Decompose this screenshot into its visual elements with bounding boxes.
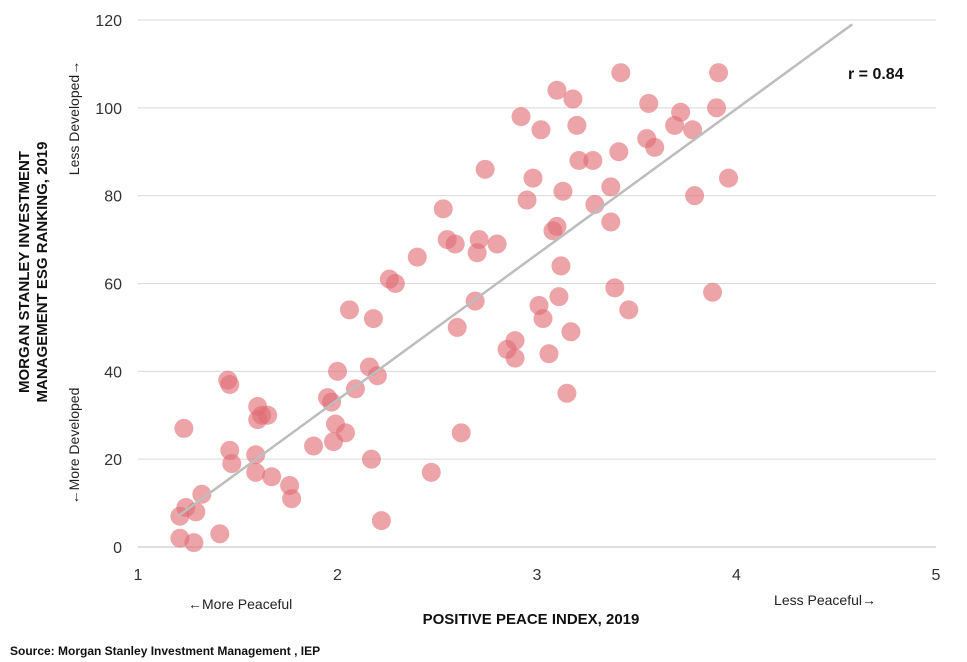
y-axis-bottom-label: ←More Developed bbox=[66, 388, 82, 505]
data-point bbox=[683, 120, 703, 140]
data-point bbox=[549, 287, 569, 307]
data-point bbox=[671, 102, 691, 122]
y-tick-labels: 0 20 40 60 80 100 120 bbox=[95, 13, 122, 557]
data-point bbox=[282, 489, 302, 509]
data-point bbox=[371, 511, 391, 531]
x-axis-right-label: Less Peaceful→ bbox=[774, 592, 876, 608]
data-point bbox=[609, 142, 629, 162]
data-point bbox=[601, 177, 621, 197]
data-point bbox=[709, 63, 729, 83]
data-point bbox=[639, 93, 659, 113]
data-point bbox=[611, 63, 631, 83]
data-point bbox=[222, 454, 242, 474]
y-tick-label: 20 bbox=[104, 452, 122, 469]
data-point bbox=[707, 98, 727, 118]
data-point bbox=[561, 322, 581, 342]
y-tick-label: 120 bbox=[95, 13, 122, 30]
data-point bbox=[335, 423, 355, 443]
trendline bbox=[177, 23, 853, 518]
data-point bbox=[563, 89, 583, 109]
data-point bbox=[557, 383, 577, 403]
y-tick-label: 0 bbox=[113, 540, 122, 557]
data-point bbox=[547, 216, 567, 236]
data-point bbox=[505, 348, 525, 368]
data-point bbox=[567, 115, 587, 135]
y-tick-label: 60 bbox=[104, 277, 122, 294]
data-point bbox=[487, 234, 507, 254]
data-point bbox=[451, 423, 471, 443]
r-annotation: r = 0.84 bbox=[848, 66, 904, 83]
data-point bbox=[517, 190, 537, 210]
data-point bbox=[685, 186, 705, 206]
data-point bbox=[645, 137, 665, 157]
data-point bbox=[469, 230, 489, 250]
data-point bbox=[210, 524, 230, 544]
data-point bbox=[605, 278, 625, 298]
x-tick-labels: 1 2 3 4 5 bbox=[134, 567, 941, 584]
data-point bbox=[407, 247, 427, 267]
data-point bbox=[445, 234, 465, 254]
y-axis-title-line2: MANAGEMENT ESG RANKING, 2019 bbox=[34, 142, 51, 403]
data-point bbox=[421, 462, 441, 482]
data-point bbox=[246, 462, 266, 482]
data-point bbox=[184, 533, 204, 553]
data-point bbox=[258, 405, 278, 425]
data-point bbox=[246, 445, 266, 465]
y-axis-top-label: Less Developed→ bbox=[66, 61, 82, 175]
data-point bbox=[619, 300, 639, 320]
data-point bbox=[174, 418, 194, 438]
data-point bbox=[719, 168, 739, 188]
data-point bbox=[511, 107, 531, 127]
data-point bbox=[531, 120, 551, 140]
data-point bbox=[361, 449, 381, 469]
data-point bbox=[385, 274, 405, 293]
data-point bbox=[367, 366, 387, 386]
data-point bbox=[505, 331, 525, 351]
data-point bbox=[533, 309, 553, 329]
data-point bbox=[262, 467, 282, 487]
data-point bbox=[339, 300, 359, 320]
y-tick-label: 80 bbox=[104, 189, 122, 206]
x-tick-label: 2 bbox=[333, 567, 342, 584]
data-point bbox=[304, 436, 324, 456]
data-point bbox=[433, 199, 453, 219]
data-point bbox=[363, 309, 383, 329]
data-point bbox=[583, 151, 603, 171]
data-point bbox=[539, 344, 559, 364]
data-point bbox=[547, 80, 567, 100]
data-points bbox=[170, 63, 739, 553]
data-point bbox=[447, 317, 467, 337]
data-point bbox=[475, 159, 495, 179]
data-point bbox=[553, 181, 573, 201]
y-tick-label: 100 bbox=[95, 101, 122, 118]
data-point bbox=[569, 151, 589, 171]
x-axis-title: POSITIVE PEACE INDEX, 2019 bbox=[423, 611, 640, 628]
source-note: Source: Morgan Stanley Investment Manage… bbox=[10, 644, 321, 658]
data-point bbox=[601, 212, 621, 232]
data-point bbox=[551, 256, 571, 276]
x-tick-label: 1 bbox=[134, 567, 143, 584]
x-tick-label: 4 bbox=[732, 567, 741, 584]
gridlines bbox=[138, 19, 936, 460]
x-tick-label: 3 bbox=[533, 567, 542, 584]
data-point bbox=[192, 484, 212, 504]
data-point bbox=[328, 361, 347, 381]
y-tick-label: 40 bbox=[104, 364, 122, 381]
data-point bbox=[703, 282, 723, 302]
data-point bbox=[523, 168, 543, 188]
y-axis-title-line1: MORGAN STANLEY INVESTMENT bbox=[16, 151, 33, 393]
x-axis-left-label: ←More Peaceful bbox=[188, 596, 292, 612]
data-point bbox=[186, 502, 206, 522]
x-tick-label: 5 bbox=[932, 567, 941, 584]
data-point bbox=[220, 375, 240, 395]
